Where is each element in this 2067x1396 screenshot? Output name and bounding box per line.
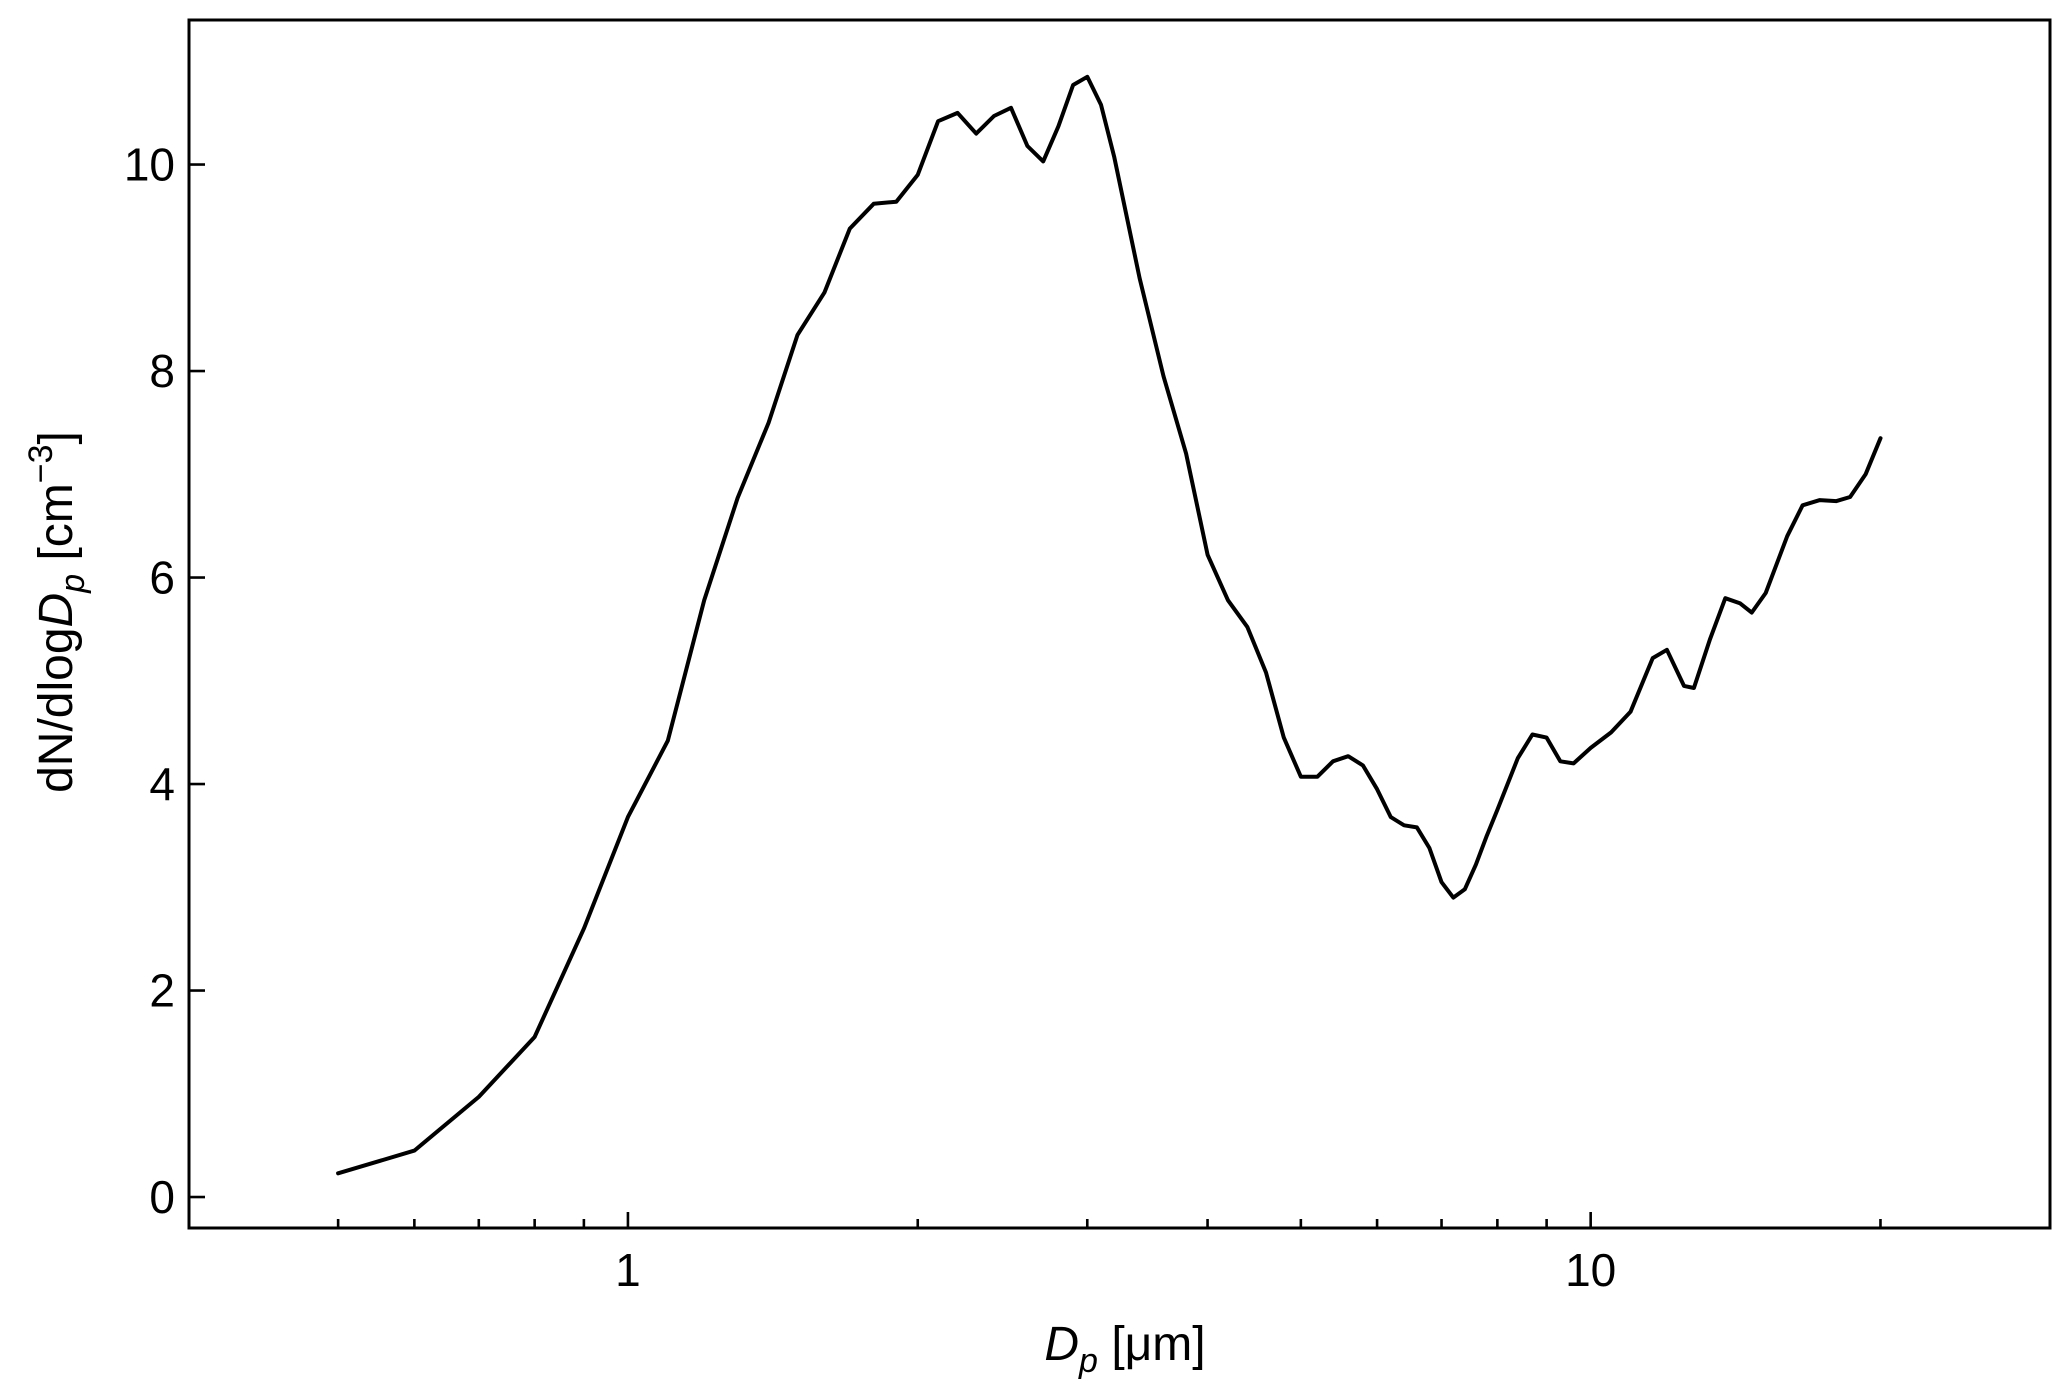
y-axis-label: dN/dlogDp [cm−3] (22, 431, 92, 793)
x-tick-label: 1 (615, 1244, 641, 1296)
ticks-group (189, 163, 1882, 1228)
x-axis-label: Dp [μm] (1044, 1318, 1205, 1380)
tick-labels-group: 1 10 0 2 4 6 8 10 (124, 139, 1616, 1296)
plot-area-frame (187, 18, 2052, 1230)
y-tick-label: 8 (149, 345, 175, 397)
y-tick-label: 6 (149, 552, 175, 604)
y-tick-label: 2 (149, 965, 175, 1017)
size-distribution-line (336, 74, 1883, 1176)
y-tick-label: 4 (149, 758, 175, 810)
y-tick-label: 0 (149, 1171, 175, 1223)
x-tick-label: 10 (1565, 1244, 1616, 1296)
y-tick-label: 10 (124, 139, 175, 191)
